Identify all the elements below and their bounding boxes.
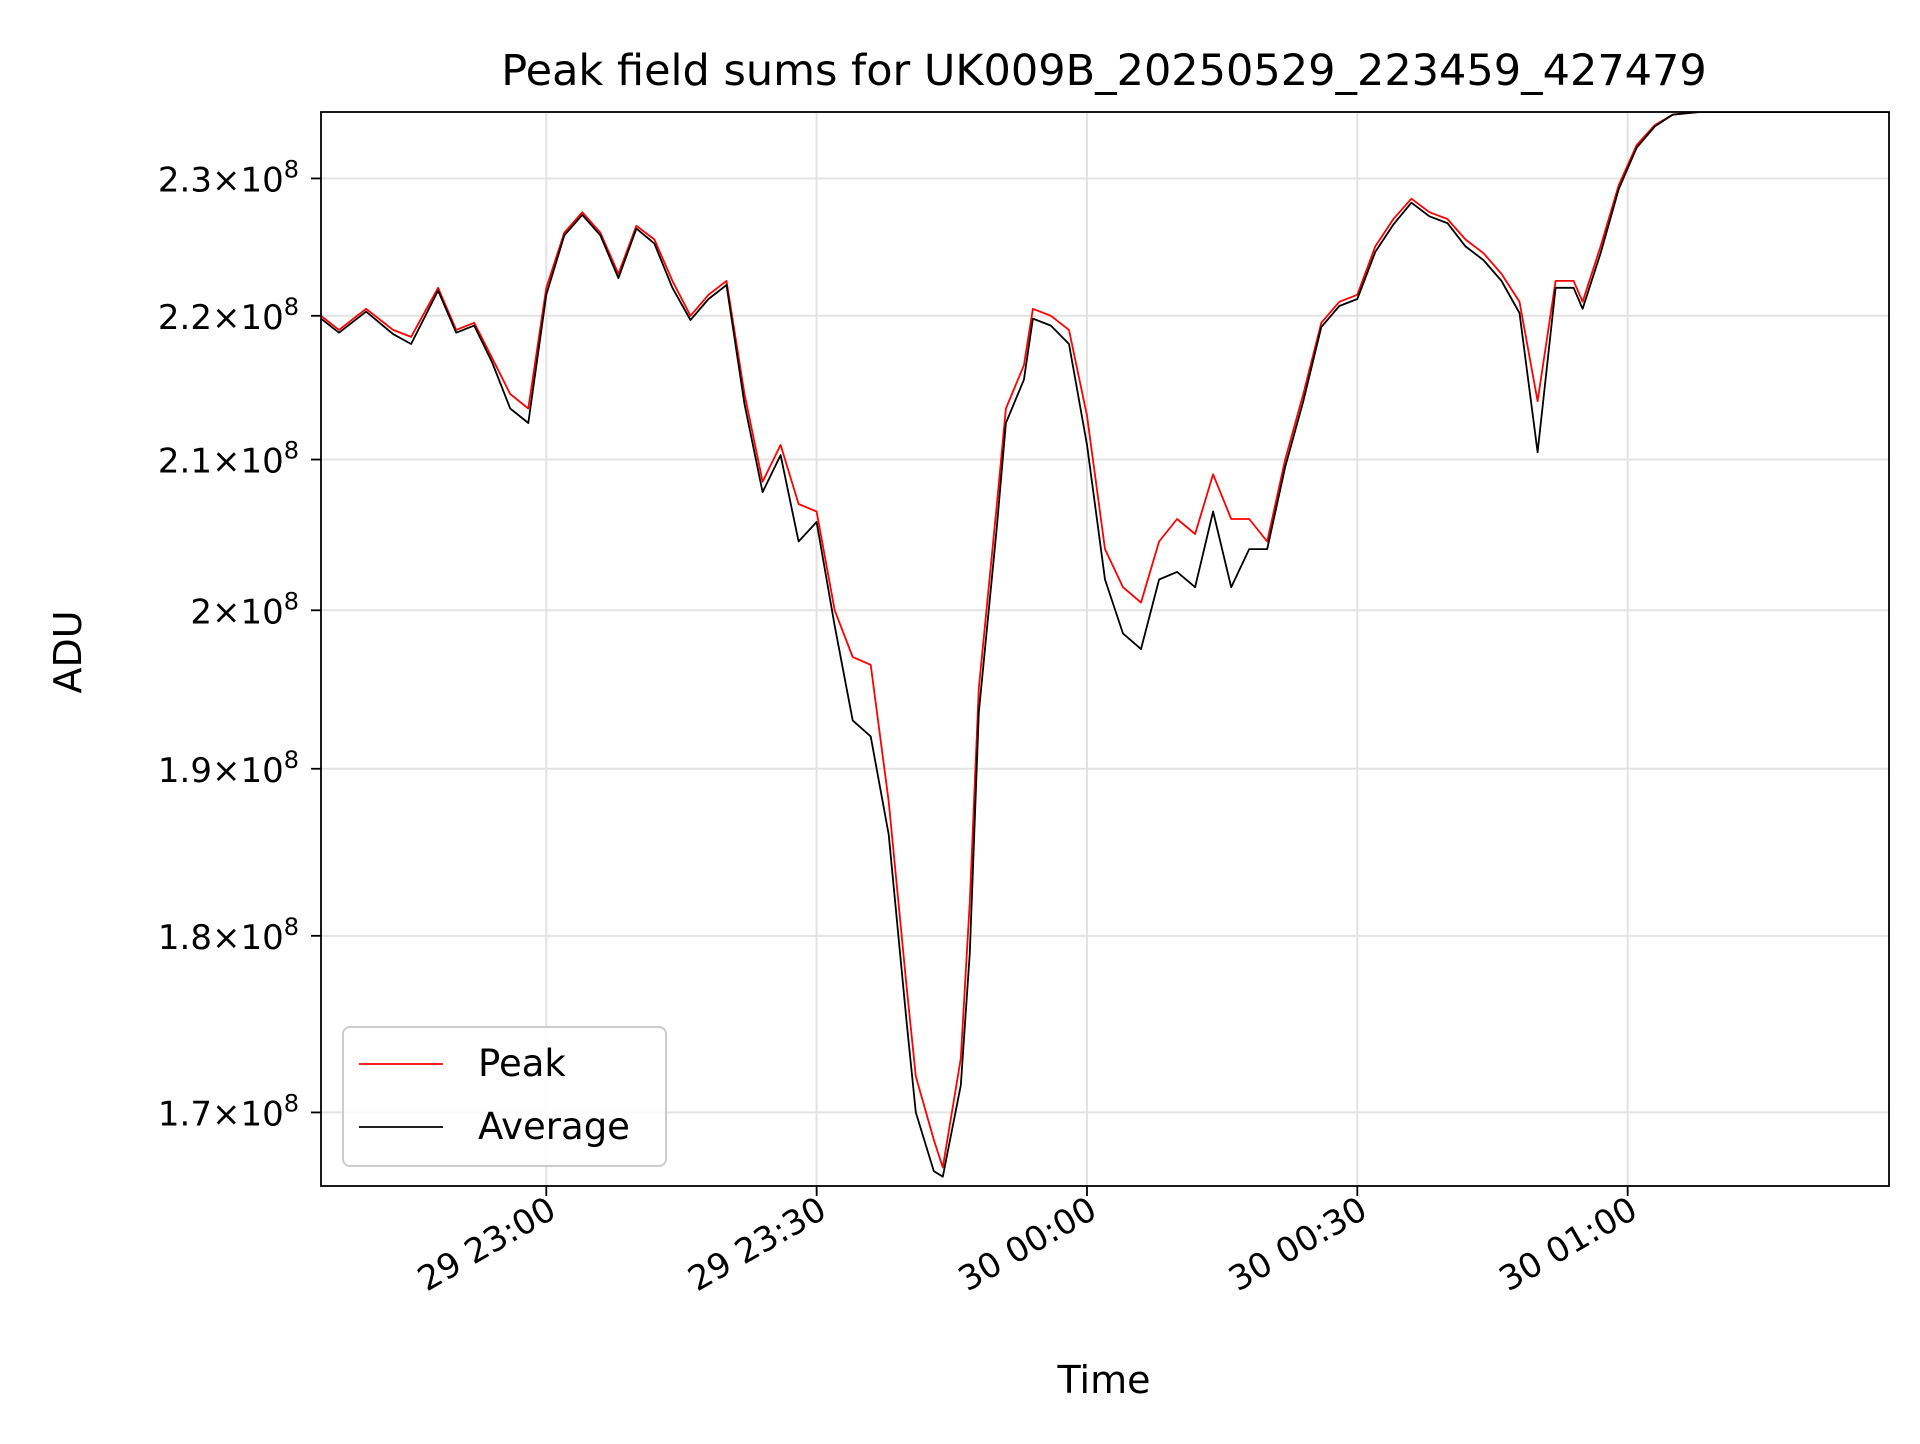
legend-label-peak: Peak <box>478 1042 566 1085</box>
y-tick-label: 1.8×108 <box>158 913 299 958</box>
x-axis-label: Time <box>1057 1358 1151 1402</box>
series-lines <box>321 112 1889 1178</box>
chart-title: Peak field sums for UK009B_20250529_2234… <box>501 46 1707 96</box>
y-axis-label: ADU <box>46 610 90 693</box>
y-tick-label: 2.3×108 <box>158 155 299 200</box>
legend-label-average: Average <box>478 1105 630 1148</box>
series-line-average <box>321 112 1889 1178</box>
series-line-peak <box>321 112 1889 1169</box>
y-axis-ticks: 1.7×108 1.8×108 1.9×108 2×108 2.1×108 2.2×108… <box>158 155 321 1134</box>
y-tick-label: 1.7×108 <box>158 1089 299 1134</box>
y-tick-label: 2.1×108 <box>158 437 299 482</box>
y-tick-label: 1.9×108 <box>158 746 299 791</box>
legend-box <box>342 1026 667 1167</box>
plot-frame <box>320 111 1890 1187</box>
y-tick-label: 2×108 <box>190 587 299 632</box>
legend: Peak Average <box>342 1026 667 1167</box>
y-tick-label: 2.2×108 <box>158 293 299 338</box>
